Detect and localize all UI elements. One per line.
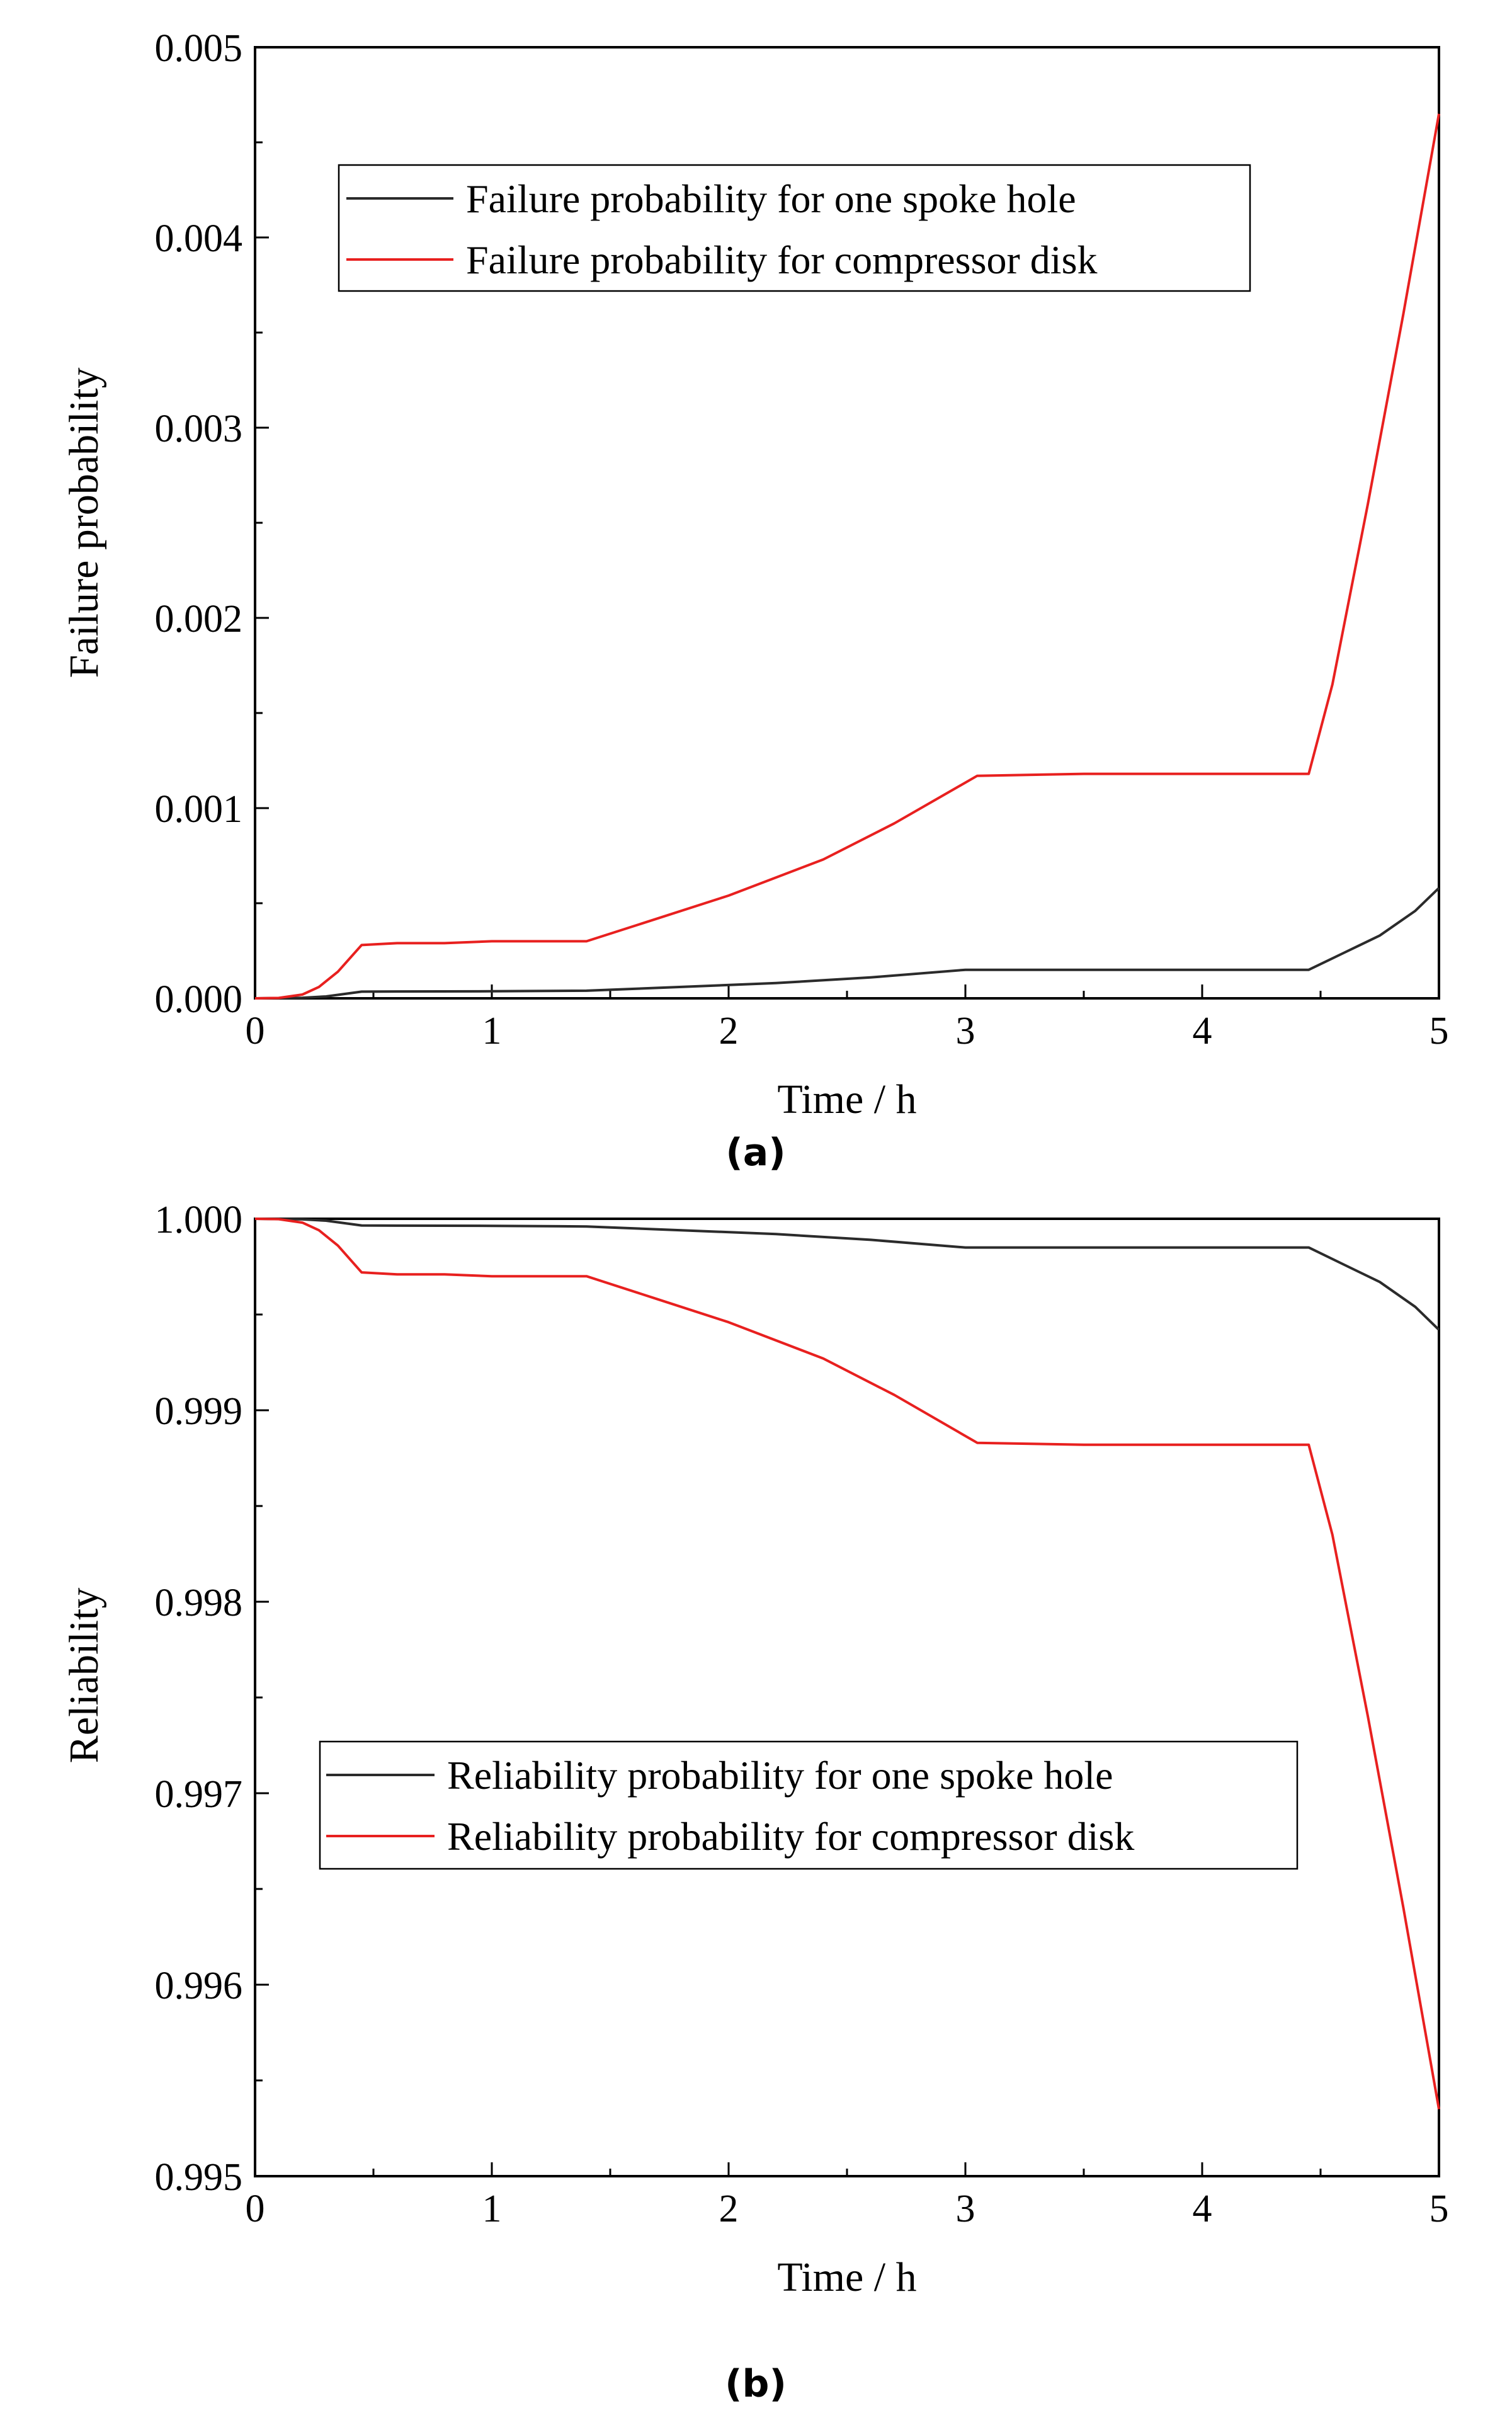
legend-label-reliability-compressor-disk: Reliability probability for compressor d… (447, 1814, 1134, 1859)
y-tick-label: 1.000 (155, 1199, 243, 1241)
panel-b-reliability-chart: 0 1 2 3 4 5 0.995 0.996 0.997 0.998 0.999 1.000 Rel… (61, 1199, 1449, 2406)
y-tick-label: 0.003 (155, 408, 243, 450)
y-axis-title-a: Failure probability (61, 367, 107, 678)
series-lines-a (254, 113, 1440, 1000)
x-tick-label: 5 (1430, 1010, 1449, 1052)
y-tick-label: 0.995 (155, 2156, 243, 2199)
y-tick-label: 0.004 (155, 217, 243, 260)
y-tick-label: 0.000 (155, 978, 243, 1021)
x-tick-label: 4 (1193, 2188, 1212, 2230)
legend-box-b (319, 1740, 1299, 1870)
x-tick-label: 3 (956, 2188, 975, 2230)
y-tick-label: 0.998 (155, 1582, 243, 1624)
panel-a-failure-probability-chart: 0 1 2 3 4 5 0.000 0.001 0.002 0.003 0.004 0.005 Fai… (61, 27, 1449, 1175)
series-line-one-spoke-hole (254, 1218, 1440, 1331)
plot-frame-b (254, 1218, 1440, 2177)
series-line-compressor-disk (254, 113, 1440, 1000)
x-tick-label: 0 (246, 1010, 265, 1052)
y-tick-label: 0.997 (155, 1773, 243, 1816)
x-axis-title-b: Time / h (777, 2254, 916, 2300)
y-tick-label: 0.002 (155, 598, 243, 641)
panel-label-a: (a) (725, 1131, 785, 1175)
x-tick-label: 4 (1193, 1010, 1212, 1052)
y-tick-label: 0.001 (155, 788, 243, 831)
x-axis-title-a: Time / h (777, 1076, 916, 1122)
series-line-one-spoke-hole (254, 887, 1440, 1000)
y-tick-label: 0.996 (155, 1965, 243, 2007)
x-tick-label: 1 (482, 1010, 502, 1052)
x-tick-label: 2 (719, 2188, 739, 2230)
legend-label-one-spoke-hole: Failure probability for one spoke hole (466, 176, 1076, 221)
legend-label-reliability-one-spoke-hole: Reliability probability for one spoke ho… (447, 1753, 1113, 1798)
panel-label-b: (b) (725, 2362, 787, 2406)
tick-labels-a: 0 1 2 3 4 5 0.000 0.001 0.002 0.003 0.004 0.005 (155, 27, 1449, 1052)
legend-box-a (338, 164, 1251, 292)
legend-label-compressor-disk: Failure probability for compressor disk (466, 237, 1097, 282)
y-axis-title-b: Reliability (61, 1588, 107, 1764)
series-lines-b (254, 1218, 1440, 2109)
tick-labels-b: 0 1 2 3 4 5 0.995 0.996 0.997 0.998 0.999 1.000 (155, 1199, 1449, 2230)
x-tick-label: 5 (1430, 2188, 1449, 2230)
x-tick-label: 1 (482, 2188, 502, 2230)
series-line-compressor-disk (254, 1218, 1440, 2109)
x-tick-label: 0 (246, 2188, 265, 2230)
legend-b: Reliability probability for one spoke ho… (319, 1740, 1299, 1870)
y-tick-label: 0.999 (155, 1390, 243, 1433)
x-tick-label: 2 (719, 1010, 739, 1052)
tick-marks-b (254, 1218, 1440, 2177)
x-tick-label: 3 (956, 1010, 975, 1052)
legend-a: Failure probability for one spoke hole F… (338, 164, 1251, 292)
y-tick-label: 0.005 (155, 27, 243, 70)
